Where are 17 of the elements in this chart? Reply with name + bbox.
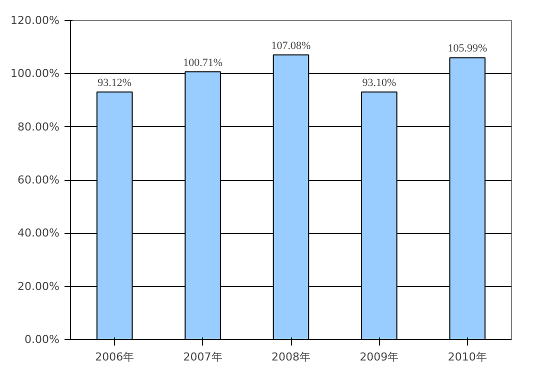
y-tick-label: 20.00%: [18, 280, 60, 293]
x-tick-label: 2009年: [360, 350, 399, 364]
data-label: 107.08%: [271, 40, 311, 52]
data-label: 93.10%: [362, 77, 396, 90]
y-tick-label: 100.00%: [10, 67, 60, 80]
y-tick-label: 0.00%: [24, 333, 60, 346]
data-label: 100.71%: [183, 56, 223, 69]
x-tick-label: 2006年: [95, 350, 134, 364]
y-tick-label: 80.00%: [18, 120, 60, 134]
y-tick-label: 60.00%: [18, 174, 60, 186]
y-tick-label: 120.00%: [10, 14, 60, 27]
x-tick-label: 2008年: [272, 350, 311, 364]
y-tick-label: 40.00%: [18, 226, 60, 240]
data-label: 105.99%: [448, 42, 488, 55]
data-label: 93.12%: [98, 76, 132, 89]
x-tick-label: 2007年: [183, 350, 222, 364]
x-tick-label: 2010年: [448, 350, 487, 364]
